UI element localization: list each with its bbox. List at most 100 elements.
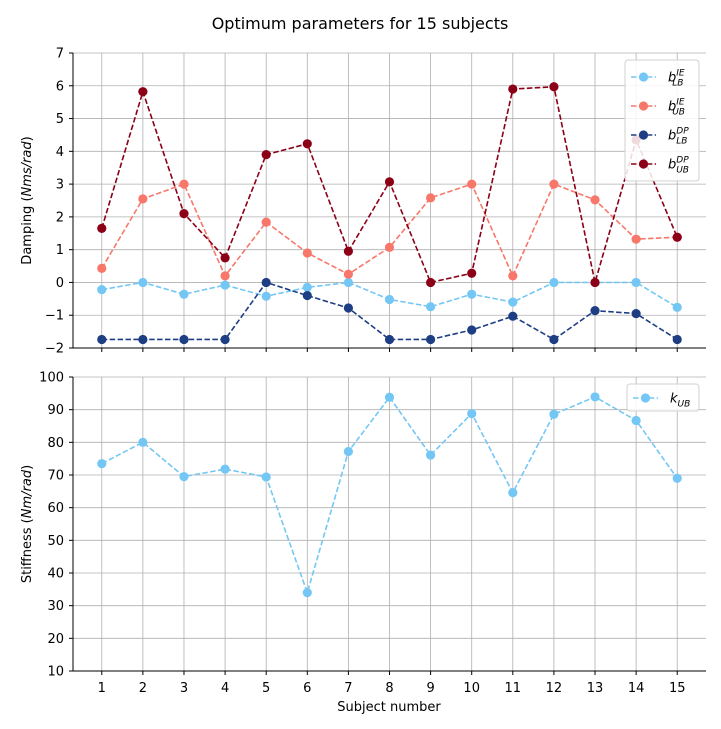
data-point xyxy=(179,289,189,299)
data-point xyxy=(590,306,600,316)
series-k-UB xyxy=(97,392,682,598)
data-point xyxy=(138,87,148,97)
legend: kUB xyxy=(626,383,700,412)
data-point xyxy=(672,232,682,242)
chart-title: Optimum parameters for 15 subjects xyxy=(212,14,509,33)
data-point xyxy=(426,302,436,312)
data-point xyxy=(343,303,353,313)
data-point xyxy=(302,282,312,292)
data-point xyxy=(179,472,189,482)
x-tick-label: 5 xyxy=(262,681,270,696)
legend-entry: kUB xyxy=(633,392,690,410)
y-tick-label: 5 xyxy=(56,112,64,127)
data-point xyxy=(97,263,107,273)
legend-label: bDP UB xyxy=(668,156,689,176)
data-point xyxy=(467,408,477,419)
x-tick-label: 14 xyxy=(628,681,645,696)
data-point xyxy=(426,193,436,203)
data-point xyxy=(467,289,477,299)
data-point xyxy=(631,308,641,319)
data-point xyxy=(467,179,477,189)
x-tick-label: 12 xyxy=(546,681,563,696)
y-tick-label: 2 xyxy=(56,210,64,225)
x-tick-label: 6 xyxy=(303,681,311,696)
y-tick-label: 10 xyxy=(47,665,64,680)
grid xyxy=(73,376,706,672)
y-tick-label: 7 xyxy=(56,47,64,62)
data-point xyxy=(384,334,395,345)
x-tick-label: 3 xyxy=(180,681,188,696)
legend: bIE LB bIE UB bDP LB bDP UB xyxy=(624,59,700,182)
y-axis-label: Stiffness (Nm/rad) xyxy=(20,465,35,583)
data-point xyxy=(343,277,353,288)
legend-label: bDP LB xyxy=(668,127,689,147)
data-point xyxy=(97,458,107,469)
y-tick-label: −2 xyxy=(45,342,64,357)
data-point xyxy=(343,446,353,457)
x-tick-label: 8 xyxy=(385,681,393,696)
legend-marker xyxy=(640,393,651,403)
data-point xyxy=(261,217,271,227)
data-point xyxy=(138,277,148,288)
data-point xyxy=(672,473,682,483)
legend-entry: bIE UB xyxy=(631,98,685,118)
y-tick-label: 40 xyxy=(47,567,64,582)
data-point xyxy=(179,179,189,189)
data-point xyxy=(302,588,312,598)
x-tick-label: 2 xyxy=(139,681,147,696)
legend-entry: bDP UB xyxy=(631,156,689,176)
data-point xyxy=(261,150,271,160)
x-axis-label: Subject number xyxy=(337,700,441,715)
legend-marker xyxy=(638,72,649,82)
data-point xyxy=(508,488,518,498)
data-point xyxy=(384,392,395,402)
legend-marker xyxy=(638,101,649,111)
y-tick-label: 0 xyxy=(56,276,64,291)
data-point xyxy=(138,334,148,345)
data-point xyxy=(549,82,559,92)
legend-marker xyxy=(638,130,649,140)
data-point xyxy=(302,139,312,149)
data-point xyxy=(302,248,312,258)
series-b-LB-DP xyxy=(97,277,682,345)
data-point xyxy=(508,297,518,307)
x-tick-label: 13 xyxy=(587,681,604,696)
data-point xyxy=(549,277,559,288)
y-tick-label: 60 xyxy=(47,501,64,516)
data-point xyxy=(549,179,559,189)
series-b-LB-IE xyxy=(97,277,682,312)
data-point xyxy=(302,290,312,301)
legend-entry: bIE LB xyxy=(631,69,685,89)
y-tick-label: 20 xyxy=(47,632,64,647)
data-point xyxy=(467,325,477,335)
data-point xyxy=(220,280,230,290)
data-point xyxy=(220,334,230,345)
data-point xyxy=(384,242,395,252)
y-tick-label: 100 xyxy=(39,371,64,386)
data-point xyxy=(426,277,436,288)
data-point xyxy=(631,277,641,288)
data-point xyxy=(261,472,271,482)
data-point xyxy=(97,223,107,233)
data-point xyxy=(590,195,600,205)
data-point xyxy=(138,194,148,204)
series-line xyxy=(101,281,678,341)
data-point xyxy=(261,291,271,301)
data-point xyxy=(220,271,230,281)
data-point xyxy=(672,302,682,312)
legend-label: bIE LB xyxy=(668,69,685,89)
x-tick-label: 9 xyxy=(426,681,434,696)
x-tick-label: 11 xyxy=(505,681,522,696)
series-line xyxy=(101,395,678,596)
x-tick-label: 7 xyxy=(344,681,352,696)
data-point xyxy=(261,277,271,288)
data-point xyxy=(467,268,477,278)
y-tick-label: 90 xyxy=(47,403,64,418)
data-point xyxy=(384,294,395,305)
data-point xyxy=(426,334,436,345)
legend-box xyxy=(626,383,700,412)
y-tick-label: 70 xyxy=(47,469,64,484)
